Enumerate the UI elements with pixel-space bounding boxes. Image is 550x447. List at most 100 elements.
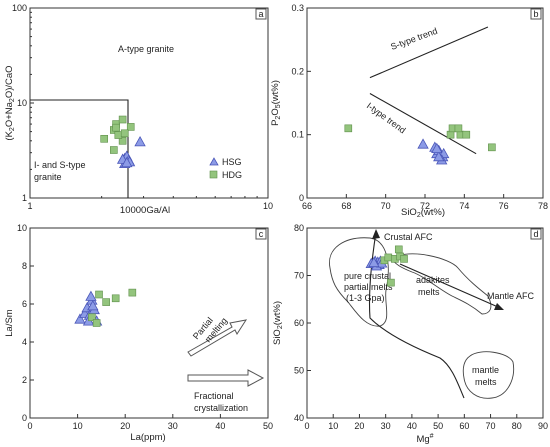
panel-c-hdg-point <box>95 290 103 299</box>
panel-a-x-tick-label: 1 <box>27 201 32 211</box>
legend-hdg-label: HDG <box>222 170 242 180</box>
panel-a-chart: a 1 10 1 10 100 10000Ga/Al (K2O+Na2O)/CaO A-… <box>4 3 273 216</box>
panel-d-adakites-field <box>391 253 492 315</box>
panel-c-tick-labels: 0 10 20 30 40 50 0 2 4 6 8 10 <box>17 223 273 431</box>
panel-d-x-tick-label: 60 <box>459 421 469 431</box>
panel-b-y-tick-label: 0 <box>299 193 304 203</box>
panel-c-partial-melting-arrow <box>187 319 248 357</box>
panel-d-crustal-field-line2: partial melts <box>344 282 393 292</box>
panel-b-i-type-trend-label: I-type trend <box>365 101 408 136</box>
panel-d-x-tick-label: 80 <box>512 421 522 431</box>
panel-d-crustal-afc-arrowhead <box>372 229 380 239</box>
panel-d-y-tick-label: 80 <box>294 223 304 233</box>
panel-b-hsg-point <box>433 151 445 162</box>
panel-a-x-label: 10000Ga/Al <box>120 205 170 216</box>
panel-d-crustal-melts-field <box>329 237 389 327</box>
panel-d-y-label: SiO2(wt%) <box>272 301 284 345</box>
panel-d-hdg-point <box>400 255 408 263</box>
panel-a-hdg-point <box>114 131 123 139</box>
panel-d-x-tick-label: 10 <box>328 421 338 431</box>
panel-d-hdg-point <box>387 278 395 287</box>
panel-a-region-is-type-line2: granite <box>34 172 62 182</box>
panel-c-x-label: La(ppm) <box>130 432 165 443</box>
panel-d-x-tick-label: 70 <box>486 421 496 431</box>
panel-b-x-tick-label: 72 <box>420 201 430 211</box>
panel-a-hdg-point <box>120 129 129 138</box>
panel-c-y-tick-label: 2 <box>22 375 27 385</box>
panel-c-y-tick-label: 6 <box>22 299 27 309</box>
panel-a-hdg-point <box>112 123 120 132</box>
panel-a-y-tick-label: 100 <box>12 3 27 13</box>
legend-hdg-marker <box>209 170 218 179</box>
panel-a-hsg-point <box>134 136 146 147</box>
panel-d-x-tick-label: 40 <box>407 421 417 431</box>
panel-c-fractional-crystallization-arrow <box>187 369 265 387</box>
panel-d-x-tick-label: 0 <box>304 421 309 431</box>
panel-d-y-tick-label: 60 <box>294 318 304 328</box>
panel-b-hdg-point <box>344 124 353 133</box>
panel-b-x-tick-label: 70 <box>381 201 391 211</box>
panel-d-mantle-afc-line <box>399 263 499 308</box>
panel-d-x-tick-label: 90 <box>538 421 548 431</box>
panel-d-frame <box>306 227 544 419</box>
panel-b-y-tick-label: 0.3 <box>291 3 304 13</box>
panel-c-y-tick-label: 0 <box>22 413 27 423</box>
panel-c-fractional-line1: Fractional <box>194 391 234 401</box>
legend-hsg-marker <box>209 157 219 166</box>
panel-d-hsg-point <box>368 256 380 268</box>
panel-b-hdg-point <box>462 130 471 139</box>
panel-a-hsg-point <box>121 156 133 168</box>
panel-b-points <box>344 124 496 165</box>
panel-c-y-tick-label: 4 <box>22 337 27 347</box>
panel-d-y-tick-label: 40 <box>294 413 304 423</box>
panel-a-hdg-point <box>126 123 135 131</box>
panel-d-x-tick-label: 30 <box>381 421 391 431</box>
panel-a-hdg-point <box>100 134 108 143</box>
panel-a-region-is-type-line1: I- and S-type <box>34 160 86 170</box>
panel-d-x-tick-label: 50 <box>433 421 443 431</box>
panel-c-hdg-point <box>111 294 120 303</box>
panel-a-legend: HSG HDG <box>209 157 242 180</box>
panel-d-tag: d <box>533 229 538 239</box>
panel-b-hsg-point <box>431 142 443 154</box>
panel-c-points <box>74 288 137 327</box>
panel-a-y-tick-label: 10 <box>17 98 27 108</box>
panel-b-y-tick-label: 0.2 <box>291 66 304 76</box>
panel-d-x-label: Mg# <box>416 433 433 445</box>
panel-b-ticks <box>306 7 544 199</box>
panel-d-crustal-afc-label: Crustal AFC <box>384 232 433 242</box>
panel-b-x-label: SiO2(wt%) <box>401 207 445 219</box>
panel-d-mantle-line1: mantle <box>472 365 499 375</box>
panel-b-hdg-point <box>446 130 455 139</box>
panel-d-crustal-afc-curve <box>368 231 465 399</box>
legend-hsg-label: HSG <box>222 157 242 167</box>
panel-c-fractional-line2: crystallization <box>194 403 248 413</box>
panel-a-region-a-type: A-type granite <box>118 44 174 54</box>
panel-c-y-tick-label: 10 <box>17 223 27 233</box>
panel-b-hdg-point <box>488 143 496 152</box>
panel-a-y-label: (K2O+Na2O)/CaO <box>4 65 16 140</box>
panel-a-hdg-point <box>118 137 127 145</box>
panel-c-hdg-point <box>128 288 137 297</box>
panel-c-y-label: La/Sm <box>4 309 15 337</box>
panel-a-points <box>100 115 146 169</box>
panel-d-mantle-afc-arrowhead <box>494 303 504 310</box>
panel-c-x-tick-label: 20 <box>120 421 130 431</box>
panel-a-tag: a <box>258 9 263 19</box>
panel-c-hdg-point <box>88 313 96 322</box>
panel-a-tag-box <box>255 8 267 20</box>
panel-b-tag-box <box>530 8 542 20</box>
panel-c-hdg-point <box>92 319 101 327</box>
panel-c-hsg-point <box>87 300 99 311</box>
panel-b-tag: b <box>533 9 538 19</box>
panel-c-x-tick-label: 40 <box>215 421 225 431</box>
panel-c-tag: c <box>259 229 264 239</box>
panel-d-chart: d 0 10 20 30 40 50 60 70 80 90 40 50 60 70 80 Mg# SiO2… <box>272 223 548 445</box>
panel-c-x-tick-label: 10 <box>73 421 83 431</box>
panel-d-mantle-melts-field <box>462 351 515 399</box>
panel-c-frame <box>29 227 269 419</box>
panel-d-x-tick-label: 20 <box>354 421 364 431</box>
panel-b-x-tick-label: 68 <box>341 201 351 211</box>
panel-b-x-tick-label: 74 <box>459 201 469 211</box>
panel-d-mantle-afc-label: Mantle AFC <box>487 291 535 301</box>
